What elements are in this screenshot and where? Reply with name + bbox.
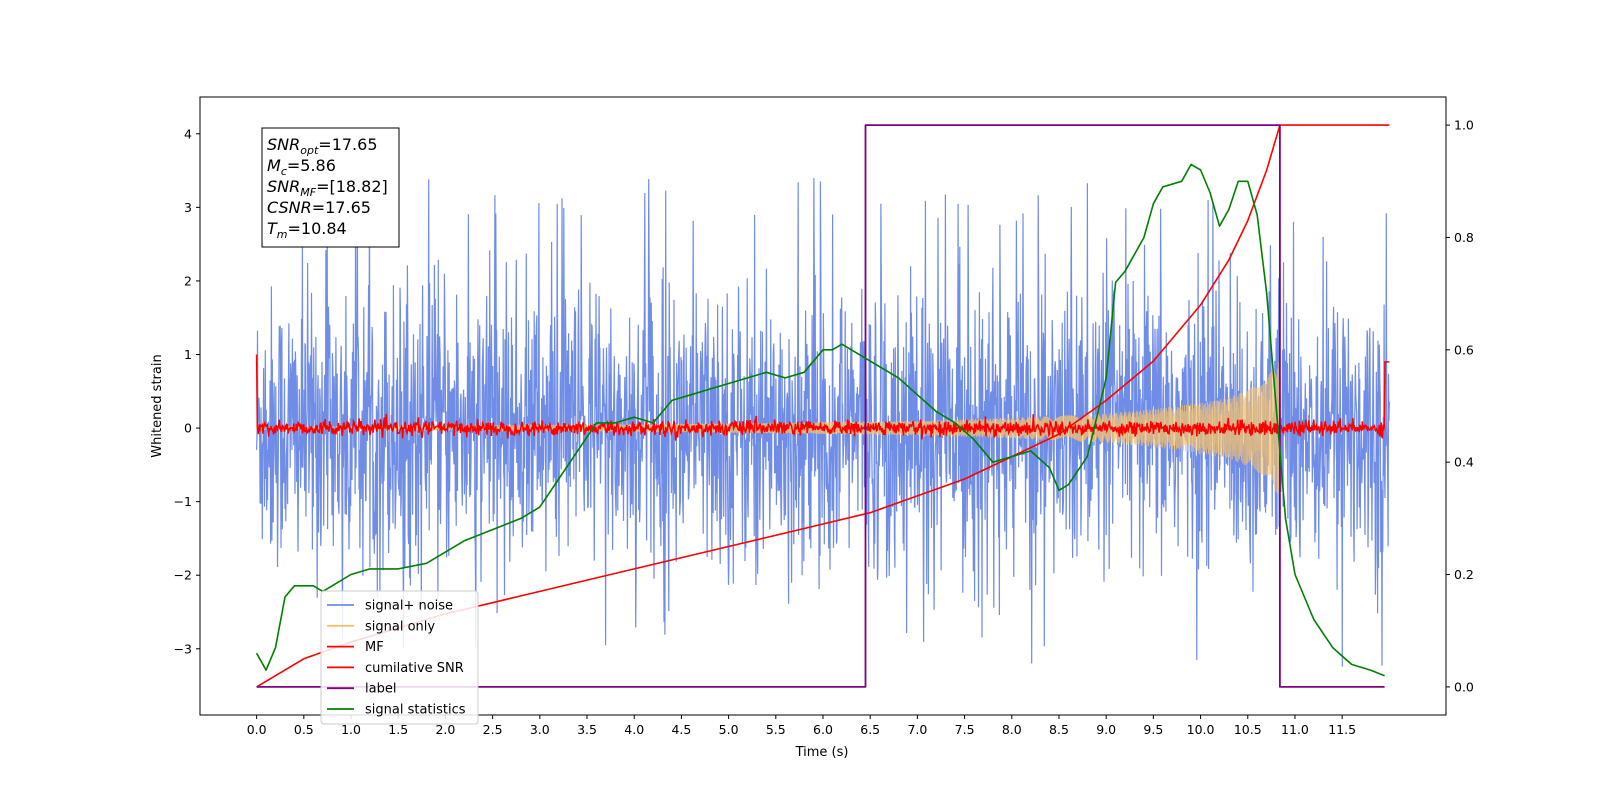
legend-label: signal+ noise xyxy=(365,599,453,614)
x-tick-label: 10.0 xyxy=(1187,722,1215,737)
y-tick-label: 4 xyxy=(184,126,192,141)
series-signal-statistics-line xyxy=(255,163,1385,677)
x-tick-label: 2.5 xyxy=(483,722,503,737)
stats-box-frame xyxy=(261,127,400,248)
x-tick-label: 1.0 xyxy=(341,722,361,737)
y2-tick-label: 0.0 xyxy=(1454,679,1474,694)
y-axis-right: 1.0 0.8 0.6 0.4 0.2 0.0 xyxy=(1446,118,1474,694)
x-tick-label: 7.0 xyxy=(907,722,927,737)
x-tick-label: 2.0 xyxy=(435,722,455,737)
x-tick-label: 6.0 xyxy=(813,722,833,737)
y-tick-label: 1 xyxy=(184,347,192,362)
stats-annotation-box: SNRopt=17.65Mc=5.86SNRMF=[18.82]CSNR=17.… xyxy=(261,127,400,248)
x-tick-label: 11.5 xyxy=(1328,722,1356,737)
x-tick-label: 3.5 xyxy=(577,722,597,737)
legend-label: signal only xyxy=(365,619,435,634)
y-axis-label: Whitened strain xyxy=(150,354,165,457)
y-tick-label: 0 xyxy=(184,421,192,436)
y-axis-left: 4 3 2 1 0 −1 −2 −3 xyxy=(174,126,200,656)
stat-line: Tm=10.84 xyxy=(267,219,347,241)
x-tick-label: 6.5 xyxy=(860,722,880,737)
x-tick-label: 10.5 xyxy=(1234,722,1262,737)
y2-tick-label: 0.4 xyxy=(1454,455,1474,470)
y2-tick-label: 0.2 xyxy=(1454,567,1474,582)
x-tick-label: 9.0 xyxy=(1096,722,1116,737)
x-tick-label: 1.5 xyxy=(388,722,408,737)
legend-label: signal statistics xyxy=(365,703,466,718)
stat-line: Mc=5.86 xyxy=(267,156,336,178)
legend-label: label xyxy=(365,682,396,697)
series-label-line xyxy=(256,124,1385,688)
x-axis-label: Time (s) xyxy=(795,745,849,760)
y2-tick-label: 1.0 xyxy=(1454,118,1474,133)
x-tick-label: 8.5 xyxy=(1049,722,1069,737)
x-tick-label: 0.0 xyxy=(247,722,267,737)
legend-frame xyxy=(320,590,479,725)
y-tick-label: 2 xyxy=(184,273,192,288)
stat-line: SNRopt=17.65 xyxy=(267,135,378,157)
stat-line: CSNR=17.65 xyxy=(267,198,371,217)
x-tick-label: 0.5 xyxy=(294,722,314,737)
y-tick-label: 3 xyxy=(184,200,192,215)
legend: signal+ noise signal only MF cumilative SNR… xyxy=(320,590,479,725)
y-tick-label: −3 xyxy=(174,641,192,656)
stat-line: SNRMF=[18.82] xyxy=(267,177,388,199)
series-mf-line xyxy=(255,354,1390,441)
x-tick-label: 8.0 xyxy=(1002,722,1022,737)
y-tick-label: −2 xyxy=(174,568,192,583)
x-tick-label: 9.5 xyxy=(1143,722,1163,737)
x-tick-label: 11.0 xyxy=(1281,722,1309,737)
x-tick-label: 7.5 xyxy=(955,722,975,737)
y2-tick-label: 0.8 xyxy=(1454,230,1474,245)
legend-label: MF xyxy=(365,640,384,655)
x-tick-label: 3.0 xyxy=(530,722,550,737)
x-tick-label: 5.0 xyxy=(719,722,739,737)
x-axis: 0.0 0.5 1.0 1.5 2.0 2.5 3.0 3.5 4.0 4.5 5.0 5.5 6.0 6… xyxy=(247,715,1356,737)
x-tick-label: 5.5 xyxy=(766,722,786,737)
y2-tick-label: 0.6 xyxy=(1454,342,1474,357)
y-tick-label: −1 xyxy=(174,494,192,509)
legend-label: cumilative SNR xyxy=(365,661,464,676)
x-tick-label: 4.0 xyxy=(624,722,644,737)
x-tick-label: 4.5 xyxy=(671,722,691,737)
